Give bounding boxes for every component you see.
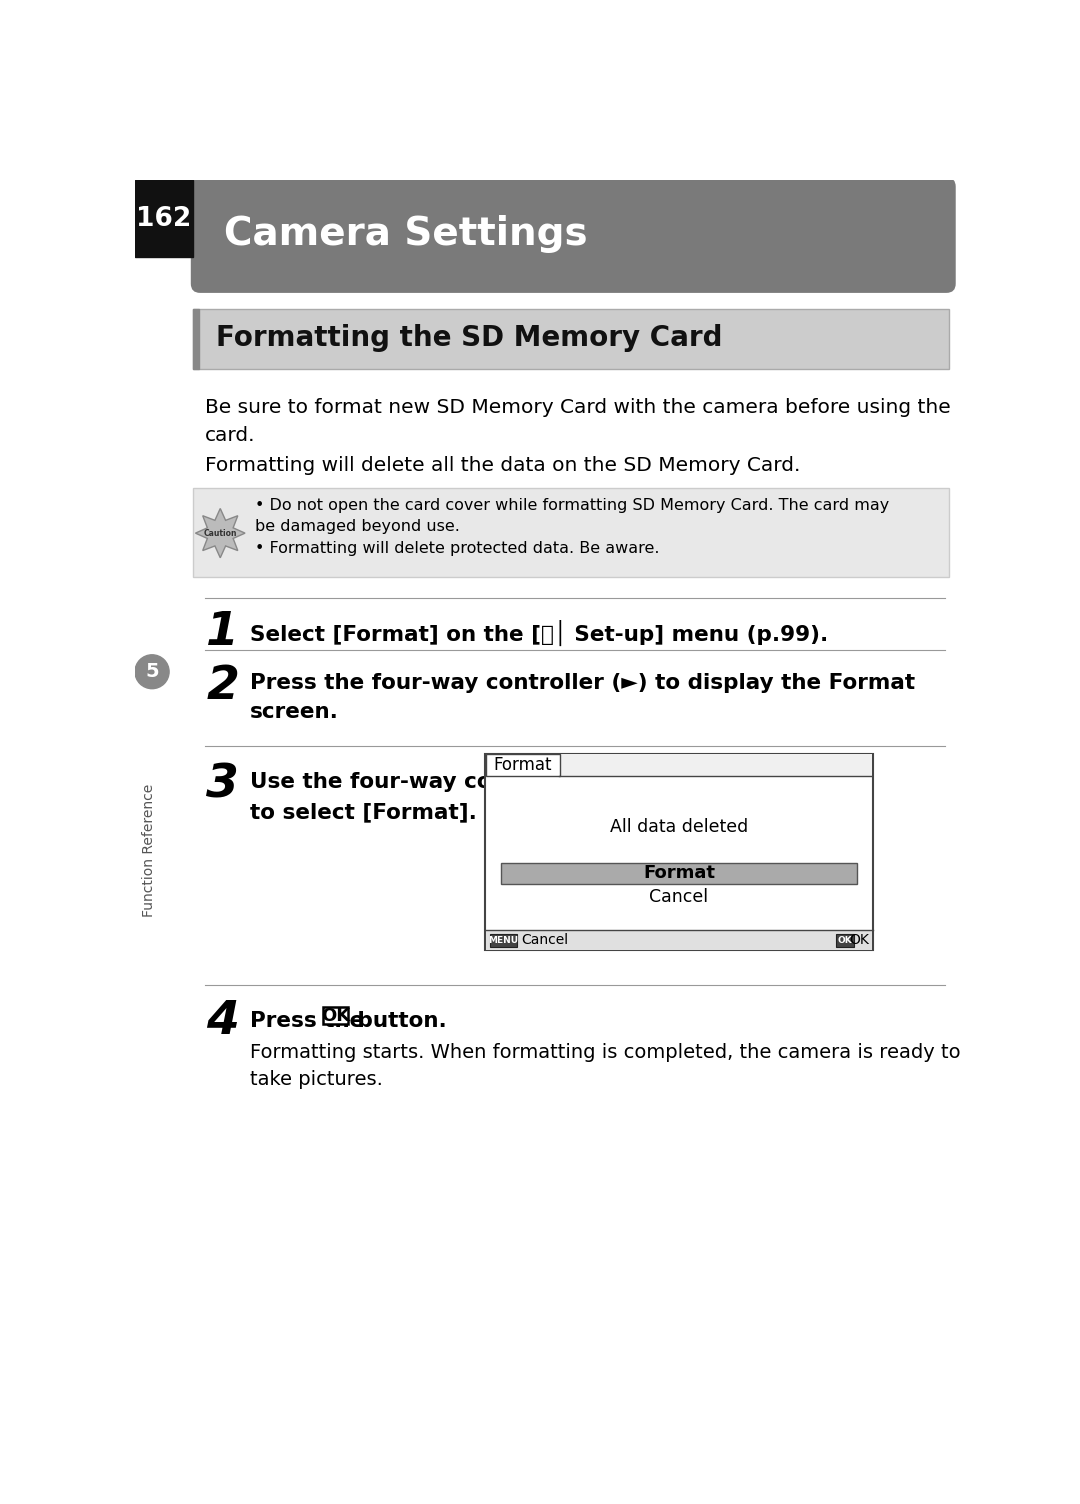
Bar [490, 934, 517, 946]
Bar [135, 180, 193, 257]
Text: Cancel: Cancel [649, 887, 708, 905]
Bar [193, 489, 948, 578]
Bar [323, 1008, 348, 1024]
Text: Format: Format [643, 865, 715, 883]
Text: Use the four-way controller (▲): Use the four-way controller (▲) [249, 772, 625, 791]
Bar [836, 934, 854, 946]
Circle shape [135, 654, 170, 689]
Text: Formatting starts. When formatting is completed, the camera is ready to
take pic: Formatting starts. When formatting is co… [249, 1042, 960, 1089]
Text: • Formatting will delete protected data. Be aware.: • Formatting will delete protected data.… [255, 541, 660, 556]
Text: Press the: Press the [249, 1011, 372, 1030]
Text: 4: 4 [206, 999, 239, 1044]
Bar [486, 931, 872, 951]
Bar [193, 308, 200, 368]
Text: Cancel: Cancel [521, 934, 568, 948]
FancyBboxPatch shape [191, 177, 956, 293]
Bar [486, 754, 872, 776]
Text: to select [Format].: to select [Format]. [249, 803, 476, 823]
Text: Be sure to format new SD Memory Card with the camera before using the
card.: Be sure to format new SD Memory Card wit… [205, 397, 950, 445]
Text: 3: 3 [206, 763, 239, 808]
Text: Formatting the SD Memory Card: Formatting the SD Memory Card [216, 325, 723, 352]
Text: 1: 1 [206, 611, 239, 656]
Text: Formatting will delete all the data on the SD Memory Card.: Formatting will delete all the data on t… [205, 456, 800, 475]
Text: 162: 162 [136, 206, 191, 232]
Bar [486, 754, 559, 776]
Bar [501, 863, 858, 884]
Bar [193, 308, 948, 368]
Text: Press the four-way controller (►) to display the Format
screen.: Press the four-way controller (►) to dis… [249, 674, 915, 722]
Text: 5: 5 [145, 662, 159, 681]
Text: OK: OK [849, 934, 868, 948]
Text: Format: Format [494, 757, 552, 775]
Text: OK: OK [837, 935, 852, 945]
Text: Function Reference: Function Reference [141, 784, 156, 917]
Text: • Do not open the card cover while formatting SD Memory Card. The card may
be da: • Do not open the card cover while forma… [255, 498, 889, 534]
Text: All data deleted: All data deleted [610, 818, 748, 836]
Text: Camera Settings: Camera Settings [225, 215, 588, 253]
Text: 2: 2 [206, 665, 239, 708]
Text: Select [Format] on the [奏│ Set-up] menu (p.99).: Select [Format] on the [奏│ Set-up] menu … [249, 620, 828, 645]
Text: OK: OK [321, 1008, 350, 1024]
Text: Caution: Caution [203, 528, 237, 537]
Text: button.: button. [350, 1011, 446, 1030]
Polygon shape [195, 508, 245, 558]
Text: MENU: MENU [488, 935, 518, 945]
Bar [485, 754, 873, 951]
